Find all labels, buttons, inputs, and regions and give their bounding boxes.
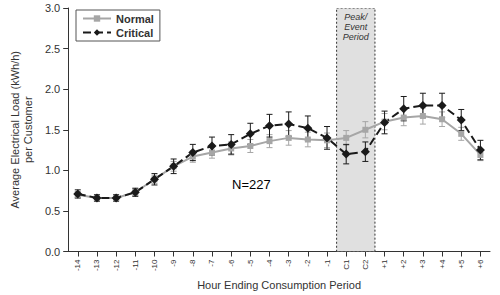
svg-text:-10: -10 — [150, 259, 159, 271]
svg-text:1.0: 1.0 — [45, 164, 60, 176]
svg-text:-9: -9 — [169, 259, 178, 267]
svg-text:-4: -4 — [265, 259, 274, 267]
svg-text:-8: -8 — [188, 259, 197, 267]
svg-text:Average Electrical Load (kWh/h: Average Electrical Load (kWh/h) — [9, 51, 21, 209]
svg-text:+2: +2 — [399, 259, 408, 269]
svg-text:+5: +5 — [457, 259, 466, 269]
svg-text:2.0: 2.0 — [45, 83, 60, 95]
svg-text:-5: -5 — [246, 259, 255, 267]
svg-text:0.0: 0.0 — [45, 246, 60, 258]
svg-text:+4: +4 — [438, 259, 447, 269]
svg-text:-7: -7 — [207, 259, 216, 267]
svg-text:C2: C2 — [361, 259, 370, 270]
svg-text:-14: -14 — [73, 259, 82, 271]
svg-text:-3: -3 — [284, 259, 293, 267]
svg-text:C1: C1 — [342, 259, 351, 270]
svg-text:Event: Event — [344, 22, 368, 32]
svg-text:Normal: Normal — [116, 13, 154, 25]
svg-text:Hour Ending Consumption Period: Hour Ending Consumption Period — [197, 279, 361, 291]
svg-text:Peak/: Peak/ — [344, 12, 369, 22]
svg-text:Critical: Critical — [116, 27, 153, 39]
svg-text:-6: -6 — [227, 259, 236, 267]
svg-text:-11: -11 — [131, 259, 140, 271]
svg-text:-12: -12 — [112, 259, 121, 271]
svg-text:-2: -2 — [303, 259, 312, 267]
svg-text:N=227: N=227 — [232, 177, 271, 192]
svg-text:-13: -13 — [92, 259, 101, 271]
svg-text:2.5: 2.5 — [45, 43, 60, 55]
svg-text:3.0: 3.0 — [45, 2, 60, 14]
svg-text:-1: -1 — [323, 259, 332, 267]
svg-text:Period: Period — [343, 32, 370, 42]
svg-text:+1: +1 — [380, 259, 389, 269]
svg-text:per Customer: per Customer — [22, 96, 34, 163]
svg-text:0.5: 0.5 — [45, 205, 60, 217]
svg-text:+6: +6 — [476, 259, 485, 269]
svg-text:1.5: 1.5 — [45, 124, 60, 136]
svg-text:+3: +3 — [418, 259, 427, 269]
